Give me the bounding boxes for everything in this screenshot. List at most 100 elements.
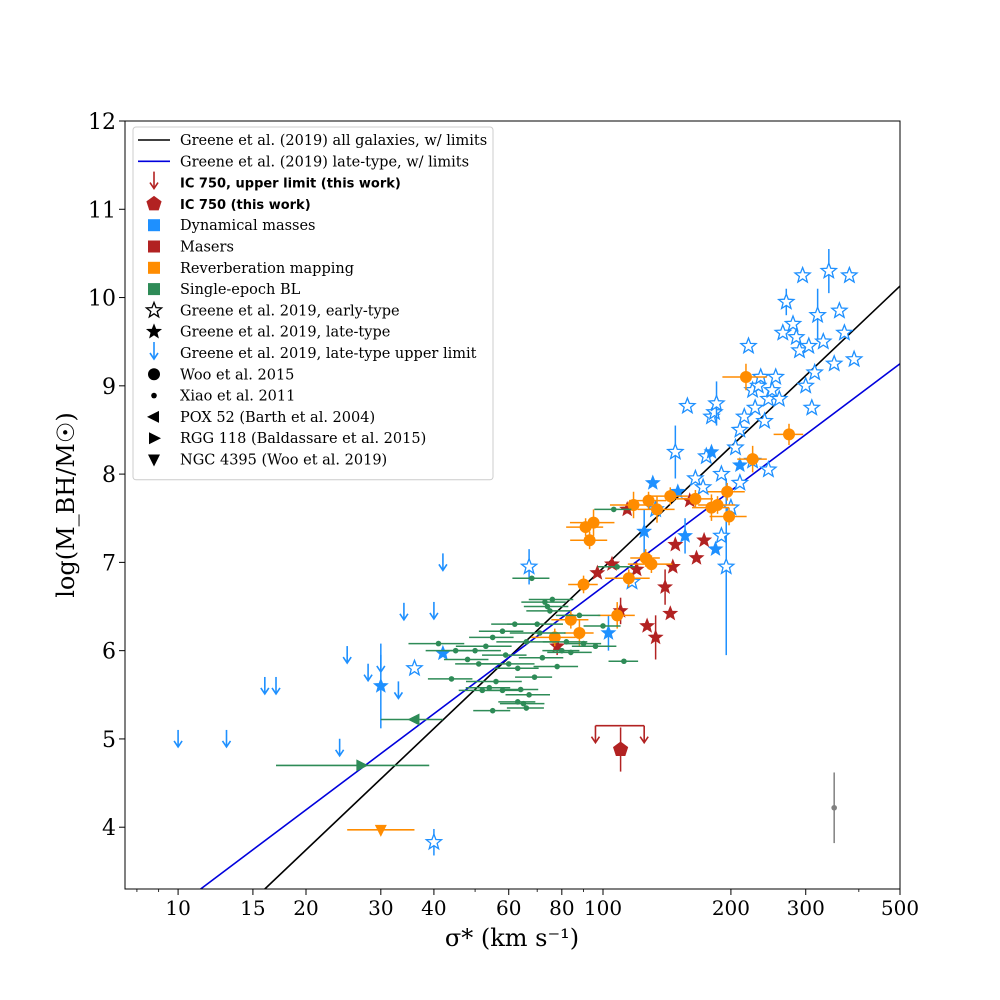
data-point bbox=[808, 305, 828, 324]
data-point bbox=[493, 678, 499, 685]
y-tick-label: 9 bbox=[102, 375, 116, 400]
data-point bbox=[549, 637, 566, 654]
data-point bbox=[776, 292, 796, 310]
upper-limit-arrow bbox=[639, 725, 649, 745]
legend-arrow bbox=[149, 171, 159, 191]
data-point bbox=[356, 759, 369, 772]
data-point bbox=[796, 375, 816, 394]
data-point bbox=[502, 652, 509, 658]
data-point bbox=[726, 437, 745, 456]
data-point bbox=[514, 699, 521, 705]
data-point bbox=[499, 687, 506, 694]
data-point bbox=[662, 605, 679, 621]
data-point bbox=[813, 331, 833, 350]
legend-arrow bbox=[149, 342, 159, 361]
data-point bbox=[523, 639, 530, 645]
data-point bbox=[271, 676, 281, 696]
y-tick-label: 12 bbox=[88, 110, 116, 135]
x-tick-label: 10 bbox=[165, 896, 190, 920]
legend-item: IC 750 (this work) bbox=[146, 195, 311, 213]
y-tick-label: 11 bbox=[88, 198, 116, 223]
data-point bbox=[686, 468, 705, 487]
x-tick-label: 200 bbox=[712, 896, 750, 920]
legend-marker bbox=[144, 300, 164, 319]
legend-label: Greene et al. 2019, early-type bbox=[180, 303, 400, 319]
legend-item: Greene et al. (2019) late-type, w/ limit… bbox=[138, 154, 469, 170]
data-point bbox=[221, 729, 232, 749]
data-point bbox=[372, 677, 389, 693]
y-tick-label: 7 bbox=[102, 551, 116, 576]
data-point bbox=[573, 627, 586, 639]
data-point bbox=[514, 665, 521, 672]
x-tick-label: 80 bbox=[549, 896, 574, 920]
data-point bbox=[712, 464, 731, 483]
data-point bbox=[363, 663, 373, 683]
legend-marker bbox=[148, 454, 160, 467]
data-point bbox=[517, 686, 524, 693]
data-point bbox=[689, 492, 702, 505]
legend-item: Woo et al. 2015 bbox=[148, 367, 294, 383]
data-point bbox=[844, 349, 864, 368]
y-tick-label: 8 bbox=[102, 463, 116, 488]
legend: Greene et al. (2019) all galaxies, w/ li… bbox=[132, 126, 494, 481]
data-point bbox=[766, 367, 786, 385]
data-point bbox=[669, 483, 686, 499]
x-tick-label: 40 bbox=[421, 896, 446, 920]
legend-item: RGG 118 (Baldassare et al. 2015) bbox=[149, 431, 426, 447]
data-point bbox=[592, 643, 599, 650]
data-point bbox=[745, 398, 765, 416]
data-point bbox=[707, 540, 724, 556]
data-point bbox=[696, 531, 713, 548]
series-single-epoch-bl bbox=[408, 506, 639, 714]
legend-label: Single-epoch BL bbox=[180, 282, 301, 298]
data-point bbox=[819, 261, 839, 279]
legend-label: IC 750 (this work) bbox=[180, 198, 311, 213]
data-point bbox=[544, 603, 551, 610]
data-point bbox=[529, 575, 535, 582]
data-point bbox=[576, 612, 583, 619]
legend-label: Reverberation mapping bbox=[180, 261, 354, 277]
data-point bbox=[707, 393, 726, 412]
data-point bbox=[613, 741, 629, 756]
data-point bbox=[334, 738, 345, 758]
data-point bbox=[678, 396, 697, 415]
data-point bbox=[730, 420, 750, 438]
data-point bbox=[786, 327, 806, 346]
legend-label: Xiao et al. 2011 bbox=[180, 389, 295, 405]
data-point bbox=[644, 474, 661, 490]
data-point bbox=[824, 353, 844, 372]
data-point bbox=[424, 832, 444, 851]
legend-label: POX 52 (Barth et al. 2004) bbox=[180, 410, 375, 426]
legend-label: RGG 118 (Baldassare et al. 2015) bbox=[180, 431, 426, 447]
data-point bbox=[547, 608, 553, 614]
y-tick-label: 4 bbox=[102, 816, 116, 841]
data-point bbox=[723, 510, 736, 523]
data-point bbox=[600, 624, 617, 640]
data-point bbox=[438, 553, 448, 572]
series-ngc-4395-woo-et-al-2019- bbox=[347, 824, 415, 837]
data-point bbox=[519, 556, 539, 575]
data-point bbox=[642, 494, 655, 507]
data-point bbox=[489, 707, 496, 714]
data-point bbox=[499, 628, 506, 635]
data-point bbox=[667, 536, 684, 552]
data-point bbox=[483, 643, 489, 650]
data-point bbox=[762, 380, 782, 399]
data-point bbox=[739, 371, 752, 383]
data-point bbox=[716, 556, 736, 575]
data-point bbox=[393, 681, 404, 700]
legend-marker bbox=[149, 432, 161, 445]
legend-item: Greene et al. (2019) all galaxies, w/ li… bbox=[138, 133, 487, 149]
legend-label: Greene et al. (2019) all galaxies, w/ li… bbox=[180, 133, 487, 149]
data-point bbox=[636, 523, 653, 539]
data-point bbox=[589, 564, 606, 580]
legend-marker bbox=[146, 195, 162, 211]
data-point bbox=[677, 527, 694, 543]
data-point bbox=[693, 477, 713, 496]
data-points bbox=[173, 249, 864, 856]
y-axis-label: log(M_BH/M☉) bbox=[52, 412, 80, 598]
data-point bbox=[746, 453, 759, 466]
data-point bbox=[542, 599, 548, 605]
x-tick-label: 30 bbox=[368, 896, 393, 920]
data-point bbox=[568, 649, 574, 656]
